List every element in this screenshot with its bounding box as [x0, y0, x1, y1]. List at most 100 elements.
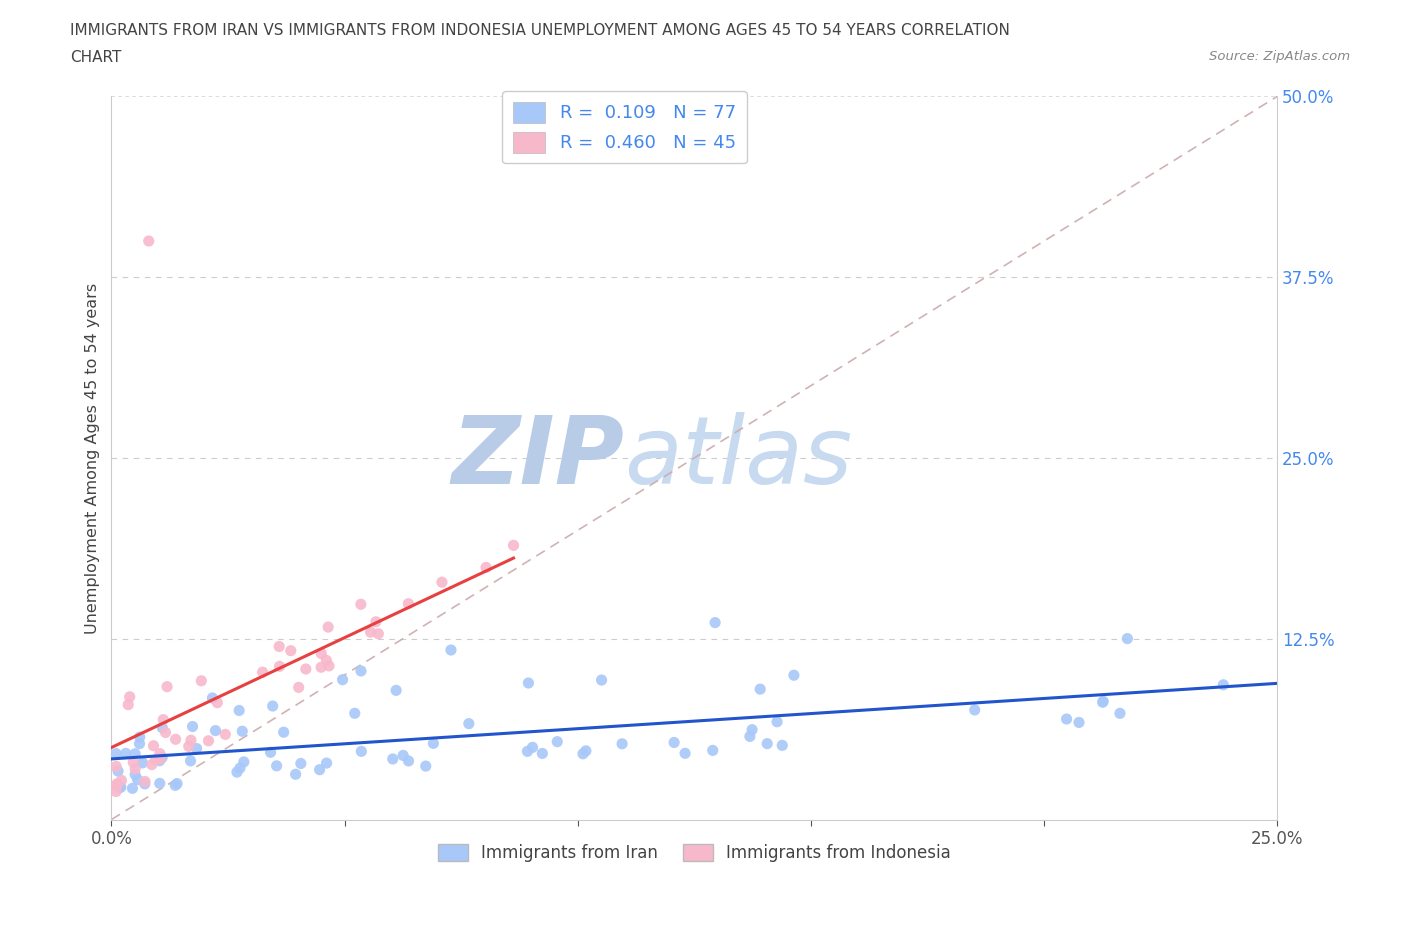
Point	[1092, 694, 1115, 709]
Point	[141, 757, 163, 772]
Point	[259, 745, 281, 760]
Text: ZIP: ZIP	[451, 412, 624, 504]
Point	[148, 753, 170, 768]
Point	[231, 724, 253, 738]
Point	[1116, 631, 1139, 646]
Point	[150, 720, 173, 735]
Point	[149, 751, 172, 766]
Point	[105, 746, 128, 761]
Point	[145, 752, 167, 767]
Point	[367, 626, 389, 641]
Point	[315, 653, 337, 668]
Point	[228, 703, 250, 718]
Point	[315, 756, 337, 771]
Point	[1212, 677, 1234, 692]
Point	[295, 661, 318, 676]
Point	[262, 698, 284, 713]
Point	[575, 743, 598, 758]
Point	[457, 716, 479, 731]
Point	[122, 755, 145, 770]
Point	[741, 723, 763, 737]
Point	[149, 776, 172, 790]
Point	[118, 689, 141, 704]
Point	[1056, 711, 1078, 726]
Point	[269, 658, 291, 673]
Point	[186, 741, 208, 756]
Point	[108, 780, 131, 795]
Point	[290, 756, 312, 771]
Point	[226, 764, 249, 779]
Point	[229, 761, 252, 776]
Point	[415, 759, 437, 774]
Point	[350, 663, 373, 678]
Point	[318, 658, 340, 673]
Point	[364, 615, 387, 630]
Point	[152, 712, 174, 727]
Point	[180, 753, 202, 768]
Point	[662, 735, 685, 750]
Point	[110, 779, 132, 794]
Point	[190, 673, 212, 688]
Point	[766, 714, 789, 729]
Point	[1091, 695, 1114, 710]
Point	[131, 755, 153, 770]
Point	[502, 538, 524, 552]
Point	[381, 751, 404, 766]
Point	[396, 596, 419, 611]
Point	[121, 781, 143, 796]
Point	[150, 751, 173, 765]
Text: CHART: CHART	[70, 50, 122, 65]
Point	[343, 706, 366, 721]
Point	[207, 696, 229, 711]
Point	[134, 777, 156, 791]
Point	[124, 762, 146, 777]
Point	[475, 560, 498, 575]
Point	[350, 744, 373, 759]
Point	[273, 724, 295, 739]
Point	[756, 737, 779, 751]
Y-axis label: Unemployment Among Ages 45 to 54 years: Unemployment Among Ages 45 to 54 years	[86, 283, 100, 633]
Point	[166, 777, 188, 791]
Point	[107, 764, 129, 778]
Point	[105, 784, 128, 799]
Point	[610, 737, 633, 751]
Point	[385, 683, 408, 698]
Point	[149, 746, 172, 761]
Point	[204, 724, 226, 738]
Point	[142, 738, 165, 753]
Point	[516, 744, 538, 759]
Point	[128, 730, 150, 745]
Point	[522, 740, 544, 755]
Point	[197, 734, 219, 749]
Point	[1109, 706, 1132, 721]
Point	[128, 737, 150, 751]
Point	[440, 643, 463, 658]
Legend: Immigrants from Iran, Immigrants from Indonesia: Immigrants from Iran, Immigrants from In…	[432, 838, 957, 869]
Point	[398, 753, 420, 768]
Point	[201, 691, 224, 706]
Point	[392, 748, 415, 763]
Point	[572, 747, 595, 762]
Point	[591, 672, 613, 687]
Point	[749, 682, 772, 697]
Point	[114, 746, 136, 761]
Point	[332, 672, 354, 687]
Point	[165, 777, 187, 792]
Point	[360, 625, 382, 640]
Point	[110, 773, 132, 788]
Point	[531, 746, 554, 761]
Point	[156, 679, 179, 694]
Point	[105, 777, 128, 791]
Point	[517, 675, 540, 690]
Point	[350, 597, 373, 612]
Point	[117, 698, 139, 712]
Point	[177, 739, 200, 754]
Point	[783, 668, 806, 683]
Point	[180, 733, 202, 748]
Point	[280, 644, 302, 658]
Point	[155, 725, 177, 740]
Point	[124, 767, 146, 782]
Text: Source: ZipAtlas.com: Source: ZipAtlas.com	[1209, 50, 1350, 63]
Point	[287, 680, 309, 695]
Point	[308, 763, 330, 777]
